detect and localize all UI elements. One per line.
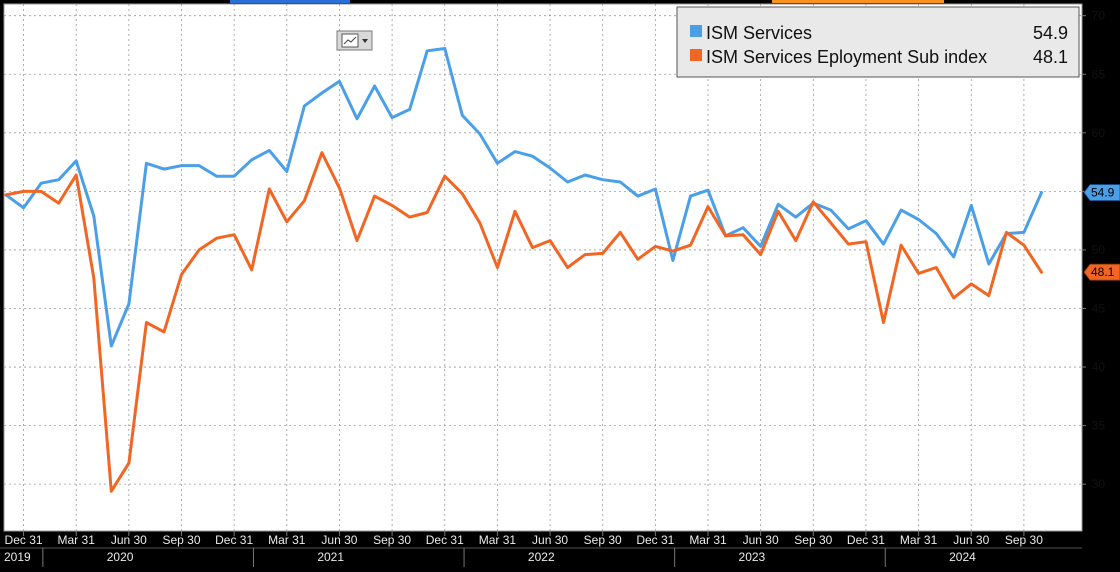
top-tab-right	[772, 0, 944, 3]
y-tick-label: 65	[1092, 67, 1106, 81]
year-label: 2022	[528, 550, 555, 564]
x-tick-label: Dec 31	[215, 533, 253, 547]
y-tick-label: 40	[1092, 360, 1106, 374]
line-chart-icon	[342, 34, 358, 47]
legend-swatch-1	[690, 49, 702, 61]
legend-label-1: ISM Services Eployment Sub index	[706, 47, 987, 67]
x-tick-label: Jun 30	[111, 533, 147, 547]
chart-type-button[interactable]	[337, 31, 372, 50]
x-tick-label: Sep 30	[584, 533, 622, 547]
x-tick-label: Dec 31	[5, 533, 43, 547]
x-tick-label: Sep 30	[794, 533, 832, 547]
x-tick-label: Mar 31	[689, 533, 727, 547]
x-tick-label: Dec 31	[636, 533, 674, 547]
year-label: 2024	[949, 550, 976, 564]
y-tick-label: 35	[1092, 419, 1106, 433]
x-tick-label: Jun 30	[743, 533, 779, 547]
y-tick-label: 30	[1092, 477, 1106, 491]
x-tick-label: Dec 31	[426, 533, 464, 547]
last-value-tag-0: 54.9	[1084, 185, 1120, 201]
y-tick-label: 45	[1092, 301, 1106, 315]
x-tick-label: Sep 30	[162, 533, 200, 547]
year-label: 2023	[739, 550, 766, 564]
last-value-tag-0-text: 54.9	[1091, 186, 1115, 200]
x-tick-label: Mar 31	[58, 533, 96, 547]
year-label: 2021	[317, 550, 344, 564]
y-tick-label: 60	[1092, 126, 1106, 140]
top-tab-left	[230, 0, 350, 3]
legend-label-0: ISM Services	[706, 23, 812, 43]
legend-value-1: 48.1	[1033, 47, 1068, 67]
x-tick-label: Sep 30	[1005, 533, 1043, 547]
last-value-tag-1: 48.1	[1084, 264, 1120, 280]
last-value-tag-1-text: 48.1	[1091, 265, 1115, 279]
y-tick-label: 50	[1092, 243, 1106, 257]
year-label: 2020	[107, 550, 134, 564]
x-tick-label: Dec 31	[847, 533, 885, 547]
x-tick-label: Mar 31	[900, 533, 938, 547]
x-tick-label: Sep 30	[373, 533, 411, 547]
x-tick-label: Jun 30	[532, 533, 568, 547]
x-tick-label: Mar 31	[479, 533, 517, 547]
legend-swatch-0	[690, 25, 702, 37]
x-tick-label: Mar 31	[268, 533, 306, 547]
year-label: 2019	[4, 550, 31, 564]
x-tick-label: Jun 30	[321, 533, 357, 547]
legend: ISM Services 54.9 ISM Services Eployment…	[677, 7, 1079, 77]
y-tick-label: 70	[1092, 9, 1106, 23]
x-tick-label: Jun 30	[953, 533, 989, 547]
legend-value-0: 54.9	[1033, 23, 1068, 43]
plot-area	[4, 4, 1082, 531]
